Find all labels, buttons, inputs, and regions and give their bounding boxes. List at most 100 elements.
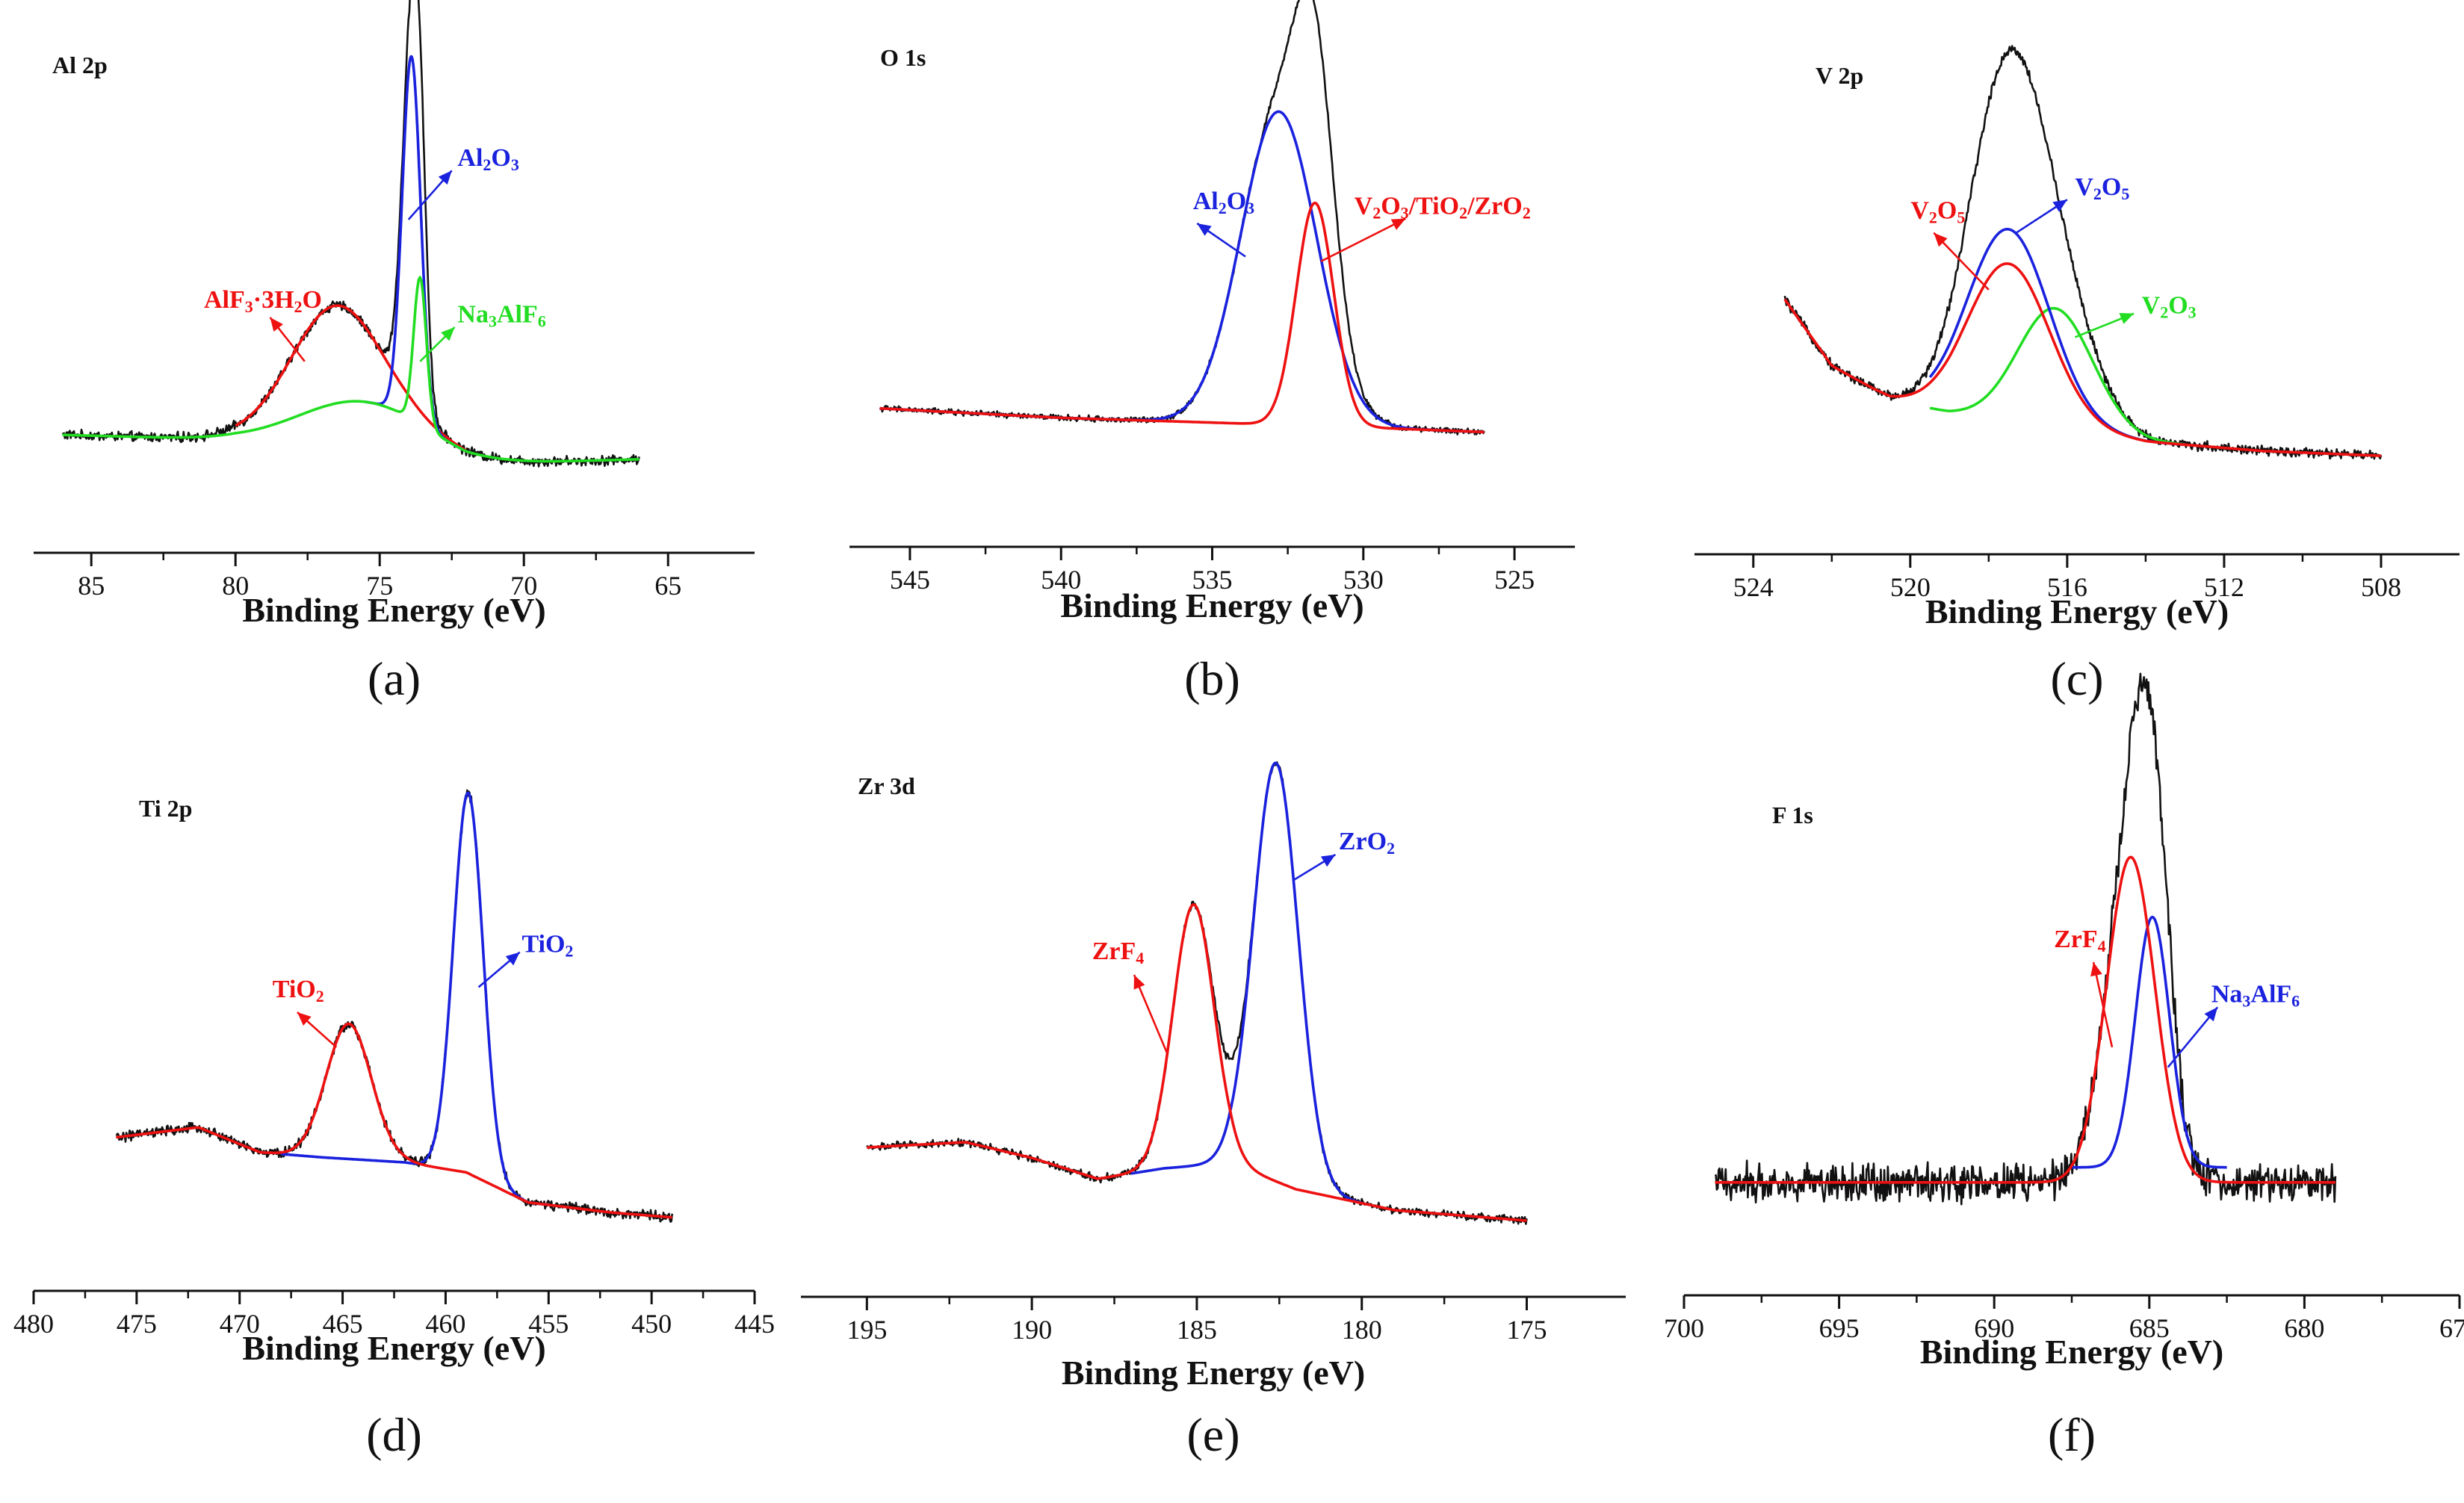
panel-title: Al 2p [52,52,108,78]
annotation-label: Al2O3 [457,144,519,174]
annotation-label: ZrF4 [2054,926,2106,955]
annotation-arrowhead [297,1012,312,1026]
x-tick-label: 508 [2361,572,2401,602]
x-tick-label: 530 [1343,565,1384,595]
x-tick-label: 475 [117,1309,157,1339]
panel-title: Zr 3d [858,772,915,799]
fit-curve-v2o5-fit [1928,228,2186,447]
x-axis-label: Binding Energy (eV) [1060,586,1363,625]
x-tick-label: 195 [846,1315,887,1345]
panel-f: 700 695 690 685 680 675 Binding Energy (eV) F 1… [1664,672,2464,1461]
x-tick-label: 450 [631,1309,672,1339]
panel-e: 195 190 185 180 175 Binding Energy (eV) Zr 3d (… [801,761,1626,1461]
x-tick-label: 445 [734,1309,775,1339]
x-tick-label: 545 [890,565,930,595]
fit-curve-alf3-3h2o-envelope [235,304,467,452]
fit-curve-zrf4-fit [867,903,1527,1222]
annotation-arrow-line [1133,974,1168,1054]
annotation-arrowhead [2204,1007,2218,1022]
x-axis-label: Binding Energy (eV) [1062,1354,1365,1392]
panel-c: 524 520 516 512 508 Binding Energy (eV) V 2p (c… [1694,45,2460,705]
x-tick-label: 520 [1890,572,1931,602]
annotation-arrowhead [1133,975,1145,990]
x-tick-label: 700 [1664,1313,1704,1343]
panel-title: O 1s [880,44,926,71]
annotation-label: Na3AlF6 [457,300,545,330]
x-tick-label: 80 [222,571,249,601]
annotation-arrow-line [2092,961,2114,1048]
annotation-arrowhead [2052,199,2067,212]
x-tick-label: 675 [2439,1313,2464,1343]
x-tick-label: 695 [1819,1313,1860,1343]
annotation-arrowhead [2119,312,2135,324]
x-tick-label: 680 [2284,1313,2324,1343]
annotation-arrowhead [1320,855,1336,867]
annotation-label: TiO2 [273,976,324,1005]
annotation-arrowhead [441,327,455,341]
x-tick-label: 65 [654,571,681,601]
panel-d: 480 475 470 465 460 455 450 445 Binding Energy (… [13,789,775,1461]
x-tick-label: 512 [2204,572,2244,602]
annotation-arrowhead [1390,218,1406,230]
x-axis-label: Binding Energy (eV) [242,591,545,629]
fit-curve-zro2-fit [1130,761,1363,1205]
panel-a: 85 80 75 70 65 Binding Energy (eV) Al 2p (a) Al2… [34,0,755,705]
x-tick-label: 175 [1507,1315,1547,1345]
fit-curve-na3alf6-fit [2070,915,2228,1169]
x-tick-label: 525 [1494,565,1535,595]
raw-spectrum-line [1714,672,2337,1206]
panel-label: (a) [368,652,421,705]
panel-label: (d) [366,1408,422,1461]
annotation-label: ZrF4 [1092,938,1145,967]
panel-label: (b) [1184,652,1240,705]
annotation-arrowhead [438,170,452,185]
panel-label: (c) [2050,652,2103,705]
annotation-label: V2O5 [1910,197,1965,227]
annotation-arrowhead [505,952,520,966]
x-tick-label: 180 [1342,1315,1382,1345]
x-axis-label: Binding Energy (eV) [242,1329,545,1367]
panel-title: F 1s [1772,802,1813,828]
annotation-label: ZrO2 [1339,828,1395,858]
annotation-label: V2O3 [2142,292,2197,322]
x-tick-label: 524 [1733,572,1774,602]
x-tick-label: 480 [13,1309,54,1339]
fit-curve-v2o3-fit [1929,306,2186,446]
raw-spectrum-line [866,761,1528,1225]
raw-spectrum-line [61,0,640,468]
panel-label: (e) [1186,1408,1239,1461]
annotation-arrowhead [1934,232,1948,247]
x-tick-label: 190 [1012,1315,1052,1345]
annotation-label: TiO2 [521,931,573,961]
panel-label: (f) [2048,1408,2096,1461]
annotation-arrowhead [2090,962,2102,977]
fit-curve-v2o5-fit-red- [1783,262,2381,457]
x-tick-label: 540 [1041,565,1081,595]
panel-b: 545 540 535 530 525 Binding Energy (eV) O 1s (b… [849,0,1575,705]
raw-spectrum-line [115,789,673,1223]
x-tick-label: 460 [425,1309,465,1339]
fit-curve-tio2-fit-red- [116,1022,672,1219]
x-tick-label: 70 [510,571,537,601]
annotation-label: AlF3·3H2O [204,286,322,316]
x-tick-label: 535 [1192,565,1233,595]
fit-curve-v2o3-tio2-zro2-fit [879,201,1485,434]
annotation-arrow-line [1320,217,1407,262]
x-axis-label: Binding Energy (eV) [1920,1333,2223,1371]
annotation-arrowhead [1197,223,1212,236]
annotation-label: V2O3/TiO2/ZrO2 [1355,192,1531,222]
annotation-arrowhead [270,317,283,332]
x-tick-label: 516 [2047,572,2087,602]
fit-curve-al2o3-fit [879,110,1485,434]
x-tick-label: 85 [78,571,105,601]
panel-title: Ti 2p [139,795,192,822]
x-tick-label: 465 [323,1309,363,1339]
x-tick-label: 455 [528,1309,569,1339]
panel-title: V 2p [1816,62,1863,89]
annotation-label: Na3AlF6 [2211,981,2300,1011]
x-axis-label: Binding Energy (eV) [1925,592,2229,630]
x-tick-label: 75 [366,571,393,601]
fit-curve-zrf4-fit [1715,855,2335,1184]
fit-curve-al2o3-fit [364,55,468,453]
